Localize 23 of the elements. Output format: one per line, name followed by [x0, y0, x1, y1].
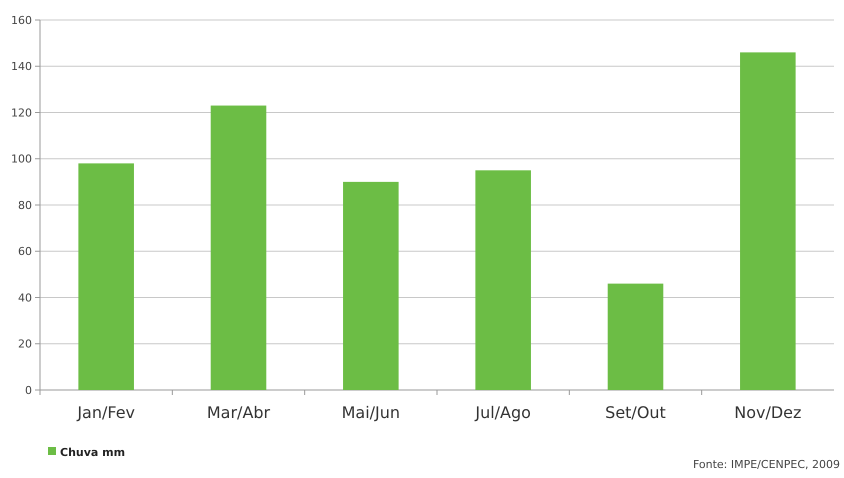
y-tick-label: 40 — [18, 291, 32, 304]
bar — [78, 163, 134, 390]
bar — [343, 182, 399, 390]
y-tick-label: 80 — [18, 198, 32, 212]
x-tick-label: Nov/Dez — [734, 403, 802, 422]
y-tick-label: 160 — [11, 14, 32, 27]
x-tick-label: Mar/Abr — [206, 403, 271, 422]
bar — [608, 284, 664, 390]
x-tick-label: Set/Out — [605, 403, 666, 422]
y-tick-label: 140 — [11, 60, 32, 74]
y-tick-label: 0 — [25, 384, 32, 397]
legend-label: Chuva mm — [60, 446, 126, 459]
x-tick-label: Jan/Fev — [76, 403, 136, 422]
y-tick-label: 120 — [11, 106, 32, 120]
source-note: Fonte: IMPE/CENPEC, 2009 — [692, 458, 840, 471]
bar — [740, 52, 796, 390]
bar — [475, 170, 531, 390]
y-tick-label: 100 — [11, 152, 32, 166]
y-tick-label: 20 — [18, 338, 32, 351]
y-tick-label: 60 — [18, 245, 32, 258]
x-tick-label: Jul/Ago — [474, 403, 531, 422]
bar — [210, 106, 266, 390]
x-tick-label: Mai/Jun — [342, 403, 400, 422]
